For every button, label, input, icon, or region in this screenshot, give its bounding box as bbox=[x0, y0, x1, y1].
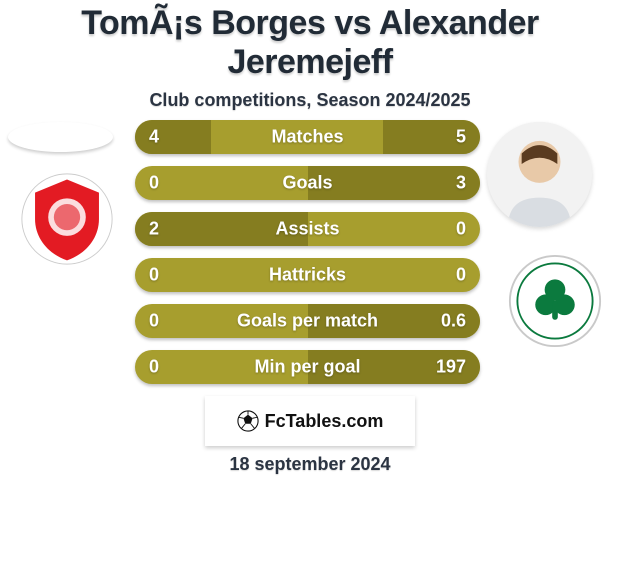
metric-row: Goals per match 0 0.6 bbox=[135, 304, 480, 338]
value-left: 4 bbox=[149, 127, 159, 148]
date-label: 18 september 2024 bbox=[229, 454, 390, 475]
player-left-avatar bbox=[8, 122, 113, 152]
metric-row: Goals 0 3 bbox=[135, 166, 480, 200]
value-right: 197 bbox=[436, 357, 466, 378]
metric-row: Assists 2 0 bbox=[135, 212, 480, 246]
value-right: 0.6 bbox=[441, 311, 466, 332]
page-title: TomÃ¡s Borges vs Alexander Jeremejeff bbox=[0, 4, 620, 82]
brand-box: FcTables.com bbox=[205, 396, 415, 446]
value-left: 0 bbox=[149, 265, 159, 286]
clover-icon bbox=[508, 254, 602, 348]
value-right: 0 bbox=[456, 265, 466, 286]
metric-label: Goals per match bbox=[237, 311, 378, 332]
metric-row: Min per goal 0 197 bbox=[135, 350, 480, 384]
metric-label: Matches bbox=[271, 127, 343, 148]
value-right: 5 bbox=[456, 127, 466, 148]
metric-label: Min per goal bbox=[254, 357, 360, 378]
comparison-chart: Matches45Goals03Assists20Hattricks00Goal… bbox=[135, 120, 480, 396]
bar-left bbox=[135, 120, 211, 154]
club-badge-right bbox=[508, 254, 602, 348]
brand-label: FcTables.com bbox=[265, 411, 384, 432]
club-badge-left bbox=[20, 172, 114, 266]
soccer-ball-icon bbox=[237, 410, 259, 432]
person-icon bbox=[487, 122, 592, 227]
value-left: 2 bbox=[149, 219, 159, 240]
value-left: 0 bbox=[149, 357, 159, 378]
value-right: 3 bbox=[456, 173, 466, 194]
metric-label: Hattricks bbox=[269, 265, 346, 286]
metric-row: Hattricks 0 0 bbox=[135, 258, 480, 292]
bar-right bbox=[308, 166, 481, 200]
player-right-avatar bbox=[487, 122, 592, 227]
value-left: 0 bbox=[149, 173, 159, 194]
metric-label: Assists bbox=[275, 219, 339, 240]
comparison-infographic: TomÃ¡s Borges vs Alexander Jeremejeff Cl… bbox=[0, 0, 620, 580]
shield-icon bbox=[20, 172, 114, 266]
value-left: 0 bbox=[149, 311, 159, 332]
metric-label: Goals bbox=[282, 173, 332, 194]
value-right: 0 bbox=[456, 219, 466, 240]
page-subtitle: Club competitions, Season 2024/2025 bbox=[0, 90, 620, 111]
metric-row: Matches 4 5 bbox=[135, 120, 480, 154]
